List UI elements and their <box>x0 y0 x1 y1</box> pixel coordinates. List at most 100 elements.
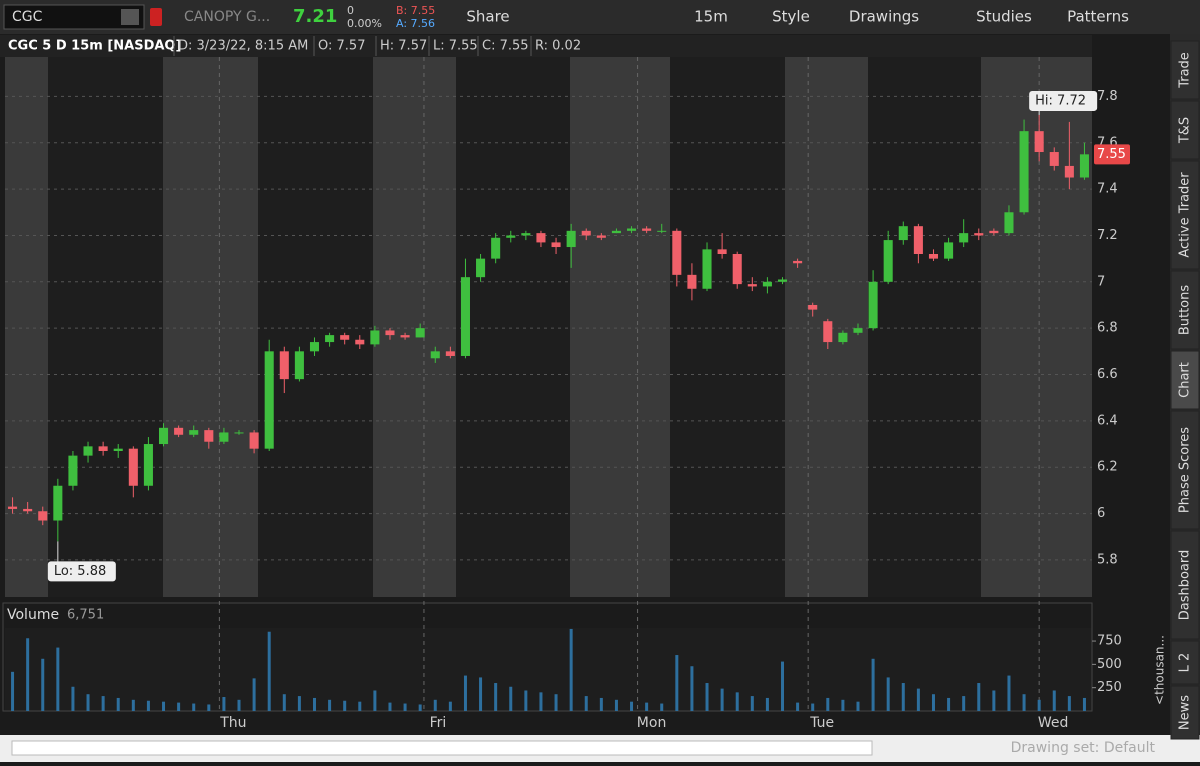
volume-bar <box>146 700 150 711</box>
session-band <box>670 57 785 597</box>
volume-bar <box>358 701 362 711</box>
volume-bar <box>660 703 664 711</box>
volume-tick-label: 250 <box>1097 680 1122 695</box>
session-band <box>48 628 163 711</box>
ask: A: 7.56 <box>396 17 435 30</box>
candle-body <box>249 432 259 449</box>
candle-body <box>460 277 470 356</box>
candle-body <box>8 506 18 509</box>
volume-bar <box>916 688 920 711</box>
candle-body <box>476 258 486 278</box>
toolbar-button-label: Patterns <box>1067 8 1129 26</box>
side-tab[interactable] <box>1170 685 1200 740</box>
side-tab-label: News <box>1178 695 1193 730</box>
candle-body <box>732 253 742 285</box>
symbol-box[interactable] <box>3 4 145 30</box>
candle-body <box>174 427 184 435</box>
candle-body <box>823 321 833 343</box>
session-band <box>48 57 163 597</box>
volume-bar <box>901 683 905 711</box>
side-tab[interactable] <box>1170 40 1200 100</box>
candle-body <box>657 230 667 232</box>
volume-bar <box>645 702 649 711</box>
candle-body <box>1019 131 1029 213</box>
side-tab[interactable] <box>1170 410 1200 530</box>
session-band <box>670 628 785 711</box>
candle-body <box>672 230 682 275</box>
volume-bar <box>373 690 377 711</box>
candle-body <box>687 274 697 289</box>
candle-body <box>113 448 123 451</box>
candle-body <box>355 339 365 345</box>
candle-body <box>642 228 652 231</box>
side-tab-label: L 2 <box>1178 653 1193 673</box>
annotation-box <box>1029 90 1098 111</box>
candle-body <box>627 228 637 231</box>
x-tick-label: Tue <box>809 715 834 731</box>
volume-bar <box>222 697 226 711</box>
session-band <box>785 628 868 711</box>
candle-body <box>430 351 440 359</box>
x-tick-label: Mon <box>637 715 667 731</box>
volume-bar <box>871 658 875 711</box>
candle-body <box>38 511 48 521</box>
last-price: 7.21 <box>293 6 337 27</box>
side-tab-label: Trade <box>1178 52 1193 89</box>
candle-body <box>98 446 108 451</box>
candle-body <box>928 253 939 259</box>
chart-title: CGC 5 D 15m [NASDAQ] <box>8 39 181 54</box>
candle-body <box>294 351 304 380</box>
side-tab[interactable] <box>1170 270 1200 350</box>
volume-bar <box>977 683 981 711</box>
volume-value: 6,751 <box>67 608 104 623</box>
volume-bar <box>765 697 769 711</box>
session-band <box>258 57 373 597</box>
volume-bar <box>312 697 316 711</box>
side-tab[interactable] <box>1170 160 1200 270</box>
side-tab[interactable] <box>1170 100 1200 160</box>
candle-body <box>83 446 93 456</box>
toolbar-button-label: 15m <box>694 8 728 26</box>
candle-body <box>1064 165 1074 178</box>
candle-body <box>385 330 395 336</box>
scroll-track[interactable] <box>11 740 873 756</box>
session-band <box>163 57 258 597</box>
candle-body <box>1004 212 1014 234</box>
candle-body <box>596 235 606 238</box>
header-field: L: 7.55 <box>433 39 478 54</box>
side-tab[interactable] <box>1170 350 1200 410</box>
candle-body <box>793 260 803 264</box>
y-tick-label: 7.2 <box>1097 228 1118 243</box>
y-tick-label: 5.8 <box>1097 552 1118 567</box>
volume-bar <box>26 638 30 711</box>
alert-icon[interactable] <box>150 8 162 26</box>
volume-bar <box>267 631 271 711</box>
side-tab[interactable] <box>1170 640 1200 685</box>
candle-body <box>777 279 788 282</box>
annotation: Lo: 5.88 <box>54 564 106 579</box>
volume-bar <box>509 686 513 711</box>
symbol-dropdown[interactable] <box>121 9 139 25</box>
volume-bar <box>1022 694 1026 711</box>
candle-body <box>551 242 561 248</box>
side-tab[interactable] <box>1170 530 1200 640</box>
volume-bar <box>177 702 181 711</box>
volume-bar <box>735 692 739 711</box>
candle-body <box>717 249 727 254</box>
candle-body <box>506 235 516 238</box>
candle-body <box>279 351 289 380</box>
annotation: Hi: 7.72 <box>1035 93 1086 108</box>
header-field: C: 7.55 <box>482 39 529 54</box>
volume-bar <box>1082 697 1086 711</box>
session-band <box>373 57 456 597</box>
candle-body <box>853 328 863 333</box>
toolbar-button-label: Share <box>466 8 509 26</box>
candle-body <box>898 226 908 241</box>
volume-bar <box>962 696 966 711</box>
annotation-box <box>47 561 116 582</box>
volume-bar <box>86 694 90 711</box>
toolbar <box>0 0 1200 34</box>
candle-body <box>536 233 546 243</box>
description: CANOPY G... <box>184 9 270 25</box>
